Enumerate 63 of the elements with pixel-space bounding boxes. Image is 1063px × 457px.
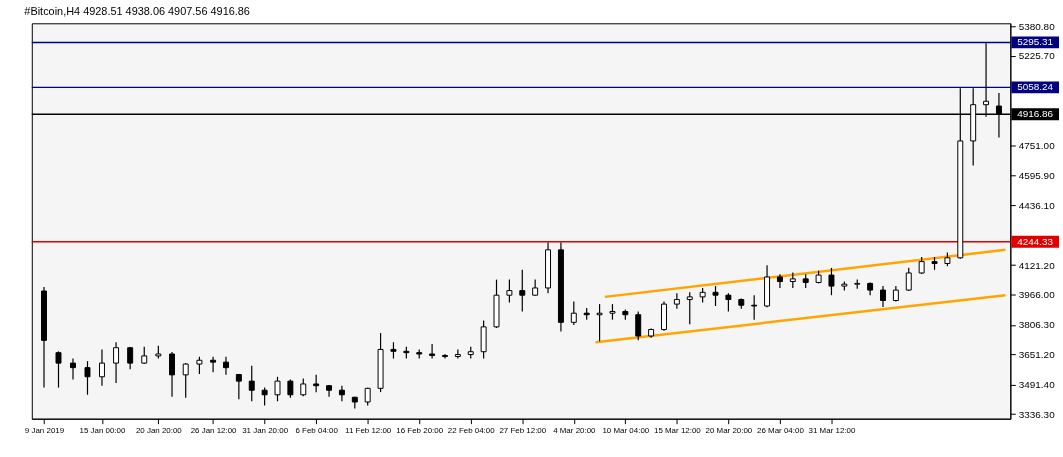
x-tick-label: 11 Feb 12:00 (345, 426, 392, 436)
candlestick (222, 356, 229, 376)
x-tick-label: 9 Jan 2019 (24, 426, 65, 436)
ref-line-label: 4916.86 (1017, 108, 1054, 120)
ref-line-label: 5295.31 (1017, 36, 1054, 48)
candlestick (454, 348, 461, 360)
candlestick (210, 356, 217, 373)
x-tick-label: 31 Jan 20:00 (242, 426, 289, 436)
candlestick (235, 373, 242, 400)
candlestick (686, 291, 693, 325)
x-tick-label: 10 Mar 04:00 (602, 426, 650, 436)
candlestick (635, 310, 642, 341)
candlestick (84, 360, 91, 396)
chart-title: #Bitcoin,H4 4928.51 4938.06 4907.56 4916.86 (24, 5, 250, 18)
x-tick-label: 6 Feb 04:00 (295, 426, 339, 436)
ref-line-label: 5058.24 (1017, 81, 1054, 93)
y-tick-label: 3336.30 (1018, 408, 1056, 420)
candlestick (287, 378, 294, 399)
ref-line-label: 4244.33 (1017, 235, 1054, 247)
candlestick (776, 273, 783, 289)
y-tick-label: 4121.20 (1018, 259, 1056, 271)
x-tick-label: 26 Jan 12:00 (190, 426, 238, 436)
x-tick-label: 15 Mar 12:00 (653, 426, 702, 436)
candlestick (751, 294, 758, 321)
candlestick (182, 362, 189, 399)
candlestick (596, 303, 603, 342)
y-tick-label: 5225.70 (1018, 50, 1056, 62)
x-tick-label: 16 Feb 20:00 (396, 426, 444, 436)
candlestick (274, 376, 281, 402)
candlestick (113, 341, 120, 384)
candlestick (570, 300, 577, 326)
y-tick-label: 3806.30 (1018, 319, 1056, 331)
y-tick-label: 3651.20 (1018, 348, 1056, 360)
x-tick-label: 27 Feb 12:00 (499, 426, 547, 436)
candlestick (429, 343, 436, 360)
candlestick (506, 279, 513, 303)
candlestick (261, 386, 268, 407)
candlestick (70, 357, 76, 381)
candlestick (55, 350, 62, 389)
x-tick-label: 22 Feb 04:00 (447, 426, 496, 436)
candlestick (442, 353, 448, 360)
x-tick-label: 26 Mar 04:00 (757, 426, 805, 436)
y-tick-label: 4595.90 (1018, 169, 1056, 181)
y-tick-label: 5380.80 (1018, 20, 1056, 32)
candlestick (248, 365, 255, 402)
candlestick (725, 292, 732, 313)
candlestick (519, 269, 526, 313)
x-tick-label: 20 Mar 20:00 (705, 426, 753, 436)
x-tick-label: 31 Mar 12:00 (808, 426, 856, 436)
x-tick-label: 20 Jan 20:00 (135, 426, 183, 436)
candlestick (338, 385, 345, 402)
candlestick (828, 267, 835, 296)
candlestick (673, 292, 680, 310)
x-tick-label: 4 Mar 20:00 (553, 426, 597, 436)
y-tick-label: 3966.00 (1018, 289, 1056, 301)
x-tick-label: 15 Jan 00:00 (79, 426, 127, 436)
candlestick (712, 285, 719, 307)
candlestick (98, 348, 105, 387)
candlestick (169, 351, 176, 398)
y-tick-label: 4436.10 (1018, 199, 1056, 211)
candlestick (880, 285, 886, 308)
y-tick-label: 4751.00 (1018, 140, 1056, 152)
y-tick-label: 3491.40 (1018, 379, 1056, 391)
